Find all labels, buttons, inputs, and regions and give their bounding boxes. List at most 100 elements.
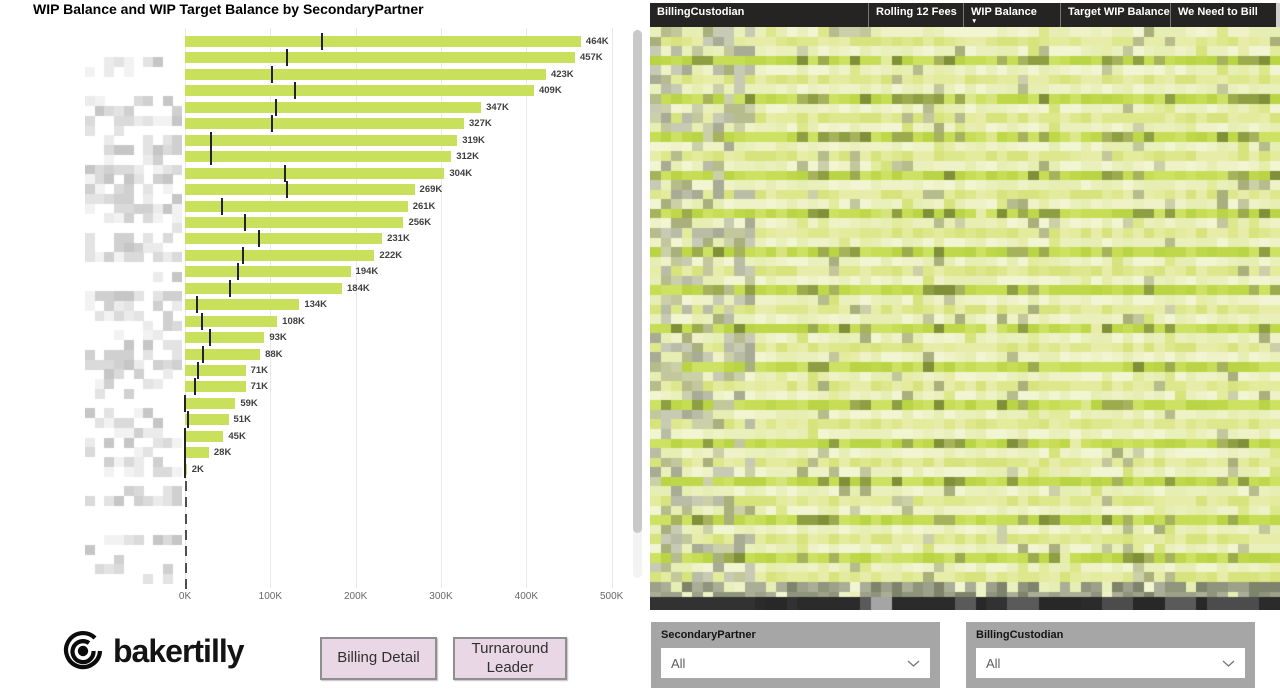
wip-target-marker: [194, 378, 197, 396]
billing-custodian-dropdown[interactable]: All: [976, 648, 1245, 678]
dropdown-value: All: [986, 655, 1001, 671]
bar-value-label: 457K: [579, 52, 603, 64]
x-tick-label: 300K: [429, 591, 453, 602]
sort-descending-icon: ▼: [971, 18, 978, 25]
wip-target-marker: [229, 279, 232, 297]
wip-balance-bar[interactable]: [185, 118, 465, 130]
wip-target-marker: [243, 213, 246, 231]
wip-balance-bar[interactable]: [185, 397, 236, 409]
wip-balance-bar[interactable]: [185, 233, 383, 245]
wip-target-marker: [258, 230, 261, 248]
bar-value-label: 261K: [412, 200, 436, 212]
bar-value-label: 134K: [304, 299, 328, 311]
wip-target-marker: [184, 444, 186, 462]
wip-balance-bar[interactable]: [185, 249, 375, 261]
wip-balance-bar[interactable]: [185, 447, 209, 459]
wip-balance-bar[interactable]: [185, 101, 482, 113]
bar-value-label: 59K: [240, 397, 258, 409]
wip-balance-bar[interactable]: [185, 315, 278, 327]
turnaround-leader-button[interactable]: Turnaround Leader: [453, 637, 567, 680]
bar-value-label: 304K: [449, 167, 473, 179]
column-header-billingcustodian[interactable]: BillingCustodian: [650, 3, 868, 27]
column-header-rolling-12-fees[interactable]: Rolling 12 Fees: [868, 3, 963, 27]
secondary-partner-slicer: SecondaryPartner All: [651, 622, 940, 688]
wip-balance-bar[interactable]: [185, 365, 246, 376]
column-header-label: BillingCustodian: [657, 6, 745, 18]
bar-value-label: 327K: [469, 118, 492, 130]
wip-balance-bar[interactable]: [185, 282, 342, 294]
wip-target-marker-zero: [184, 513, 187, 524]
bakertilly-logo-text: bakertilly: [113, 632, 245, 669]
wip-target-marker: [208, 329, 211, 347]
wip-balance-bar[interactable]: [185, 200, 408, 212]
slicer-label: BillingCustodian: [976, 629, 1064, 641]
bar-value-label: 2K: [191, 463, 204, 475]
wip-balance-bar[interactable]: [185, 299, 300, 311]
wip-balance-bar[interactable]: [185, 36, 581, 47]
bar-value-label: 347K: [486, 101, 509, 113]
wip-target-marker: [201, 345, 204, 363]
wip-balance-bar[interactable]: [185, 134, 458, 146]
grid-line: [526, 28, 528, 588]
wip-balance-bar[interactable]: [185, 167, 445, 179]
column-header-label: WIP Balance: [971, 6, 1037, 18]
wip-target-marker: [186, 411, 189, 429]
bar-value-label: 231K: [387, 233, 410, 245]
bar-value-label: 88K: [265, 348, 283, 360]
category-labels-redacted: [85, 28, 182, 584]
bar-value-label: 409K: [538, 85, 562, 97]
wip-balance-bar[interactable]: [185, 85, 534, 97]
wip-target-marker: [196, 362, 199, 379]
billing-table: BillingCustodian Rolling 12 Fees WIP Balan…: [650, 3, 1280, 610]
wip-balance-bar[interactable]: [185, 184, 415, 196]
wip-balance-bar[interactable]: [185, 430, 224, 442]
chart-scrollbar[interactable]: [633, 30, 642, 578]
wip-target-marker: [236, 263, 239, 281]
billing-detail-button[interactable]: Billing Detail: [320, 637, 437, 680]
wip-balance-bar[interactable]: [185, 414, 229, 426]
wip-balance-bar[interactable]: [185, 216, 404, 228]
wip-target-marker: [210, 131, 213, 149]
wip-balance-bar[interactable]: [185, 348, 261, 360]
x-tick-label: 100K: [258, 591, 283, 602]
wip-target-marker: [283, 164, 286, 182]
wip-target-marker: [275, 98, 278, 116]
column-header-wip-balance[interactable]: WIP Balance ▼: [963, 3, 1060, 27]
bar-value-label: 45K: [228, 430, 246, 442]
column-header-target-wip-balance[interactable]: Target WIP Balance: [1060, 3, 1170, 27]
wip-target-marker-zero: [184, 480, 187, 491]
grid-line: [611, 28, 613, 588]
wip-target-marker: [220, 197, 223, 215]
column-header-label: Rolling 12 Fees: [876, 6, 957, 18]
table-header-corner: [1276, 3, 1280, 27]
chevron-down-icon: [1222, 660, 1235, 667]
x-tick-label: 400K: [514, 591, 538, 602]
wip-balance-bar[interactable]: [185, 266, 351, 278]
wip-target-marker: [285, 181, 288, 199]
bakertilly-logo-icon: [62, 630, 104, 672]
bar-value-label: 423K: [550, 68, 574, 80]
wip-balance-bar[interactable]: [185, 52, 575, 64]
wip-balance-bar[interactable]: [185, 151, 452, 163]
wip-balance-bar[interactable]: [185, 381, 246, 393]
chart-scrollbar-thumb[interactable]: [633, 30, 642, 533]
bar-value-label: 28K: [213, 447, 232, 459]
secondary-partner-dropdown[interactable]: All: [661, 648, 930, 678]
grid-line: [440, 28, 442, 588]
chart-title: WIP Balance and WIP Target Balance by Se…: [33, 1, 424, 17]
bakertilly-logo: bakertilly: [62, 630, 245, 672]
wip-target-marker: [184, 460, 186, 478]
wip-target-marker-zero: [184, 562, 187, 573]
bar-value-label: 93K: [269, 332, 287, 344]
bar-value-label: 319K: [462, 134, 485, 146]
wip-target-marker-zero: [184, 497, 187, 508]
column-header-we-need-to-bill[interactable]: We Need to Bill: [1170, 3, 1280, 27]
wip-balance-bar[interactable]: [185, 332, 265, 344]
table-body-redacted: [650, 27, 1280, 610]
wip-target-marker: [294, 82, 297, 100]
column-header-label: Target WIP Balance: [1068, 6, 1170, 18]
wip-balance-bar[interactable]: [185, 68, 546, 80]
wip-target-marker-zero: [184, 546, 187, 557]
bar-value-label: 464K: [585, 36, 609, 47]
